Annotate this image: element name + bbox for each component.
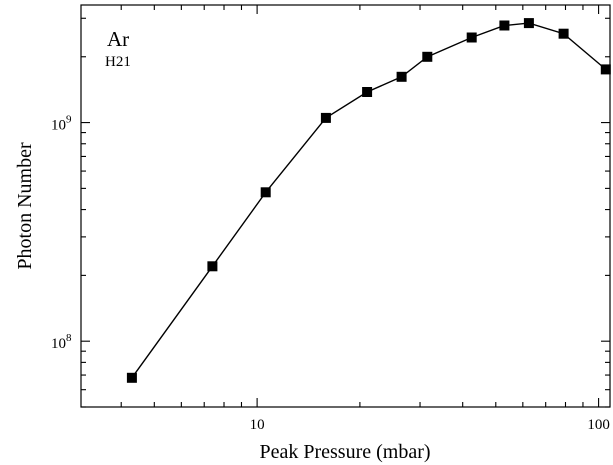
- data-point-marker: [499, 20, 510, 31]
- y-axis-label: Photon Number: [14, 142, 36, 270]
- x-axis-label: Peak Pressure (mbar): [259, 441, 430, 463]
- data-point-marker: [600, 64, 611, 75]
- y-tick-label: 109: [51, 114, 72, 134]
- y-tick-exponent: 8: [66, 332, 72, 344]
- data-point-marker: [362, 87, 373, 97]
- x-tick-label: 10: [250, 417, 265, 433]
- data-point-marker: [466, 32, 477, 43]
- series-line: [131, 22, 607, 379]
- data-point-marker: [207, 261, 218, 272]
- data-point-marker: [422, 51, 433, 62]
- data-point-marker: [126, 372, 137, 383]
- plot-frame: [80, 4, 611, 408]
- y-tick-exponent: 9: [66, 114, 72, 126]
- axis-ticks: [81, 5, 610, 408]
- data-point-marker: [396, 71, 407, 82]
- y-tick-label: 108: [51, 332, 72, 352]
- axis-tick-labels: 10 100 108 109: [51, 114, 610, 433]
- annotation-line1: Ar: [107, 27, 129, 51]
- data-point-marker: [558, 28, 569, 39]
- annotation-line2: H21: [105, 54, 131, 70]
- data-markers: [126, 18, 611, 383]
- data-point-marker: [320, 112, 331, 123]
- x-tick-label: 100: [587, 417, 610, 433]
- data-point-marker: [523, 18, 534, 29]
- data-point-marker: [260, 187, 271, 198]
